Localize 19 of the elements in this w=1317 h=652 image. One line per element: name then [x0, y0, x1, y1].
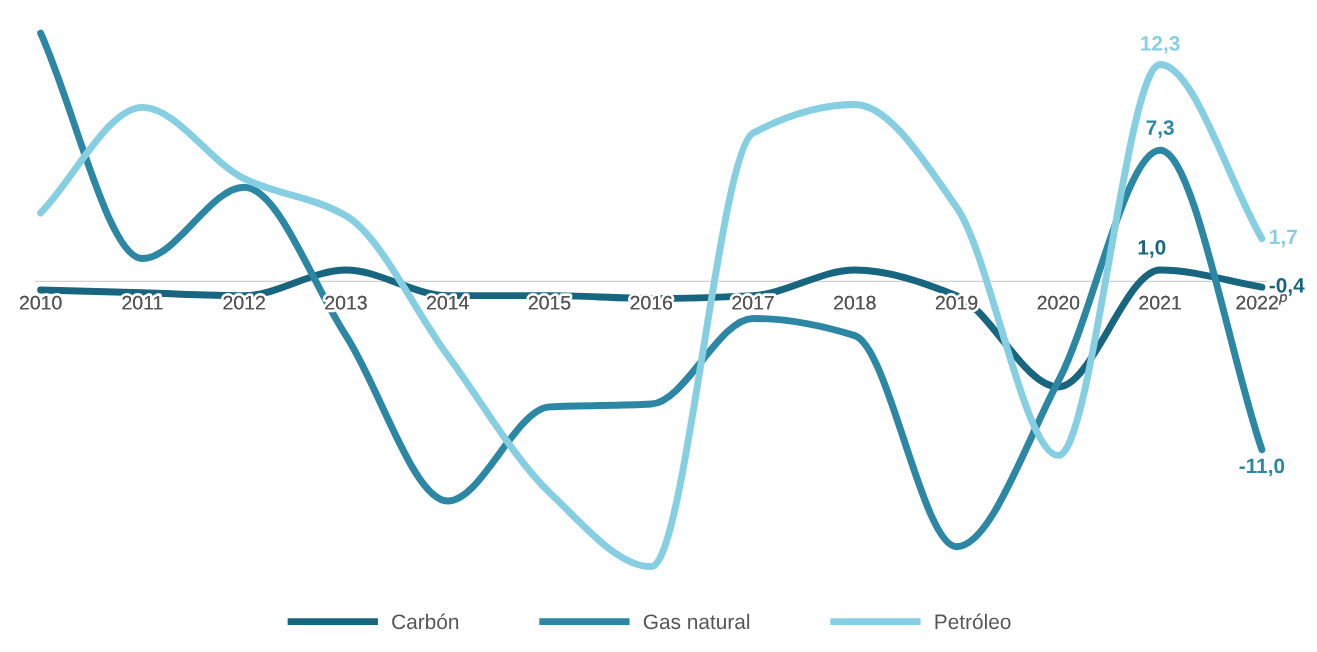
legend-label: Carbón	[392, 613, 459, 630]
x-tick-label: 2010	[20, 295, 62, 310]
annotation: -11,0	[1239, 458, 1285, 477]
x-tick-label: 2011	[122, 295, 163, 310]
annotation: 12,3	[1141, 35, 1180, 54]
legend-label: Petróleo	[935, 613, 1011, 630]
x-tick-label: 2021	[1139, 295, 1181, 310]
x-tick-label: 2022$^{p}$	[1236, 294, 1287, 310]
annotation: 1,0	[1138, 239, 1166, 258]
annotation: 1,7	[1270, 229, 1297, 248]
x-tick-label: 2020	[1037, 295, 1080, 310]
x-tick-label: 2015	[528, 295, 571, 310]
annotation: -0,4	[1269, 277, 1305, 296]
legend-label: Gas natural	[643, 613, 750, 630]
x-tick-label: 2017	[732, 295, 774, 310]
x-tick-label: 2018	[834, 295, 876, 310]
x-tick-label: 2014	[427, 295, 469, 310]
annotation: 7,3	[1146, 120, 1174, 138]
x-tick-label: 2012	[223, 295, 265, 310]
